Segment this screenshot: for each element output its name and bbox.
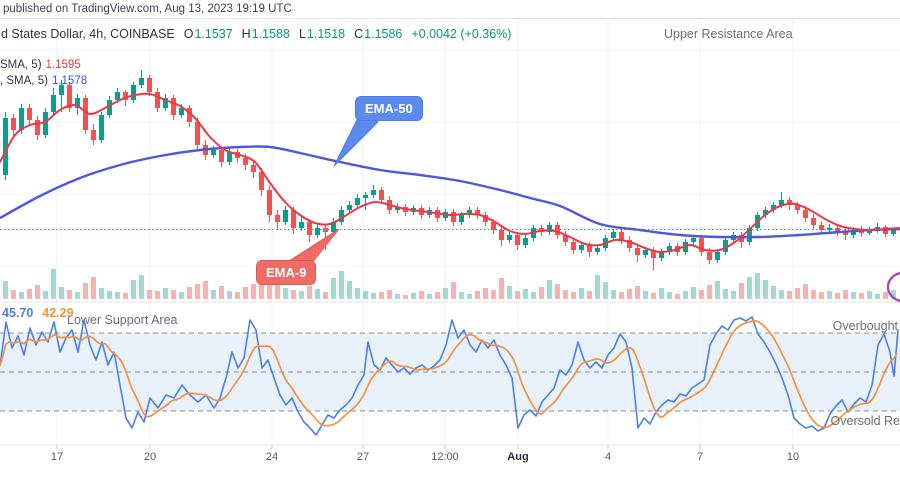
ohlc-item: L1.1518 — [298, 27, 346, 41]
upper-resistance-annotation[interactable]: Upper Resistance Area — [664, 27, 793, 41]
ohlc-item: C1.1586 — [354, 27, 403, 41]
time-axis-label: 24 — [265, 451, 279, 463]
published-text: published on TradingView.com, Aug 13, 20… — [3, 3, 292, 15]
candlestick-series — [3, 70, 896, 270]
ema9-callout[interactable]: EMA-9 — [256, 260, 317, 285]
grid-lines — [0, 18, 900, 449]
ema50-callout[interactable]: EMA-50 — [355, 96, 423, 121]
ema50-line — [0, 145, 900, 239]
time-axis-label: 17 — [50, 451, 64, 463]
ohlc-item: H1.1588 — [241, 27, 290, 41]
ohlc-item: O1.1537 — [183, 27, 233, 41]
time-axis-label: 20 — [143, 451, 157, 463]
indicator-label-sma50: , SMA, 5) 1.1578 — [0, 75, 88, 87]
ohlc-readout: O1.1537 H1.1588 L1.1518 C1.1586 — [184, 27, 403, 41]
time-axis-label: 4 — [604, 451, 612, 463]
overbought-annotation[interactable]: Overbought — [832, 319, 898, 333]
purple-circle-annotation[interactable] — [886, 272, 900, 302]
volume-series — [3, 265, 896, 299]
stochastic-values: 45.70 42.29 — [2, 306, 74, 320]
indicator-label-sma9: SMA, 5) 1.1595 — [0, 59, 81, 71]
stoch-d-value: 42.29 — [42, 306, 74, 320]
lower-support-annotation[interactable]: Lower Support Area — [67, 313, 178, 327]
indicator-value-sma9: 1.1595 — [45, 59, 81, 71]
stoch-k-value: 45.70 — [2, 306, 34, 320]
stoch-level-lines — [0, 332, 900, 412]
time-axis-label: 12:00 — [431, 451, 459, 463]
stoch-k-line — [0, 316, 899, 436]
indicator-value-sma50: 1.1578 — [51, 75, 88, 87]
symbol-header: d States Dollar, 4h, COINBASE O1.1537 H1.… — [1, 27, 511, 41]
attribution-bar: published on TradingView.com, Aug 13, 20… — [0, 0, 900, 19]
time-axis-label: Aug — [507, 451, 529, 463]
stoch-d-line — [0, 319, 898, 429]
symbol-title: d States Dollar, 4h, COINBASE — [1, 27, 175, 41]
time-axis-label: 10 — [786, 451, 800, 463]
time-axis-label: 7 — [696, 451, 704, 463]
change-readout: +0.0042 (+0.36%) — [411, 27, 512, 41]
oversold-annotation[interactable]: Oversold Re — [830, 414, 900, 428]
ema9-line — [0, 92, 900, 254]
time-axis-label: 27 — [356, 451, 370, 463]
